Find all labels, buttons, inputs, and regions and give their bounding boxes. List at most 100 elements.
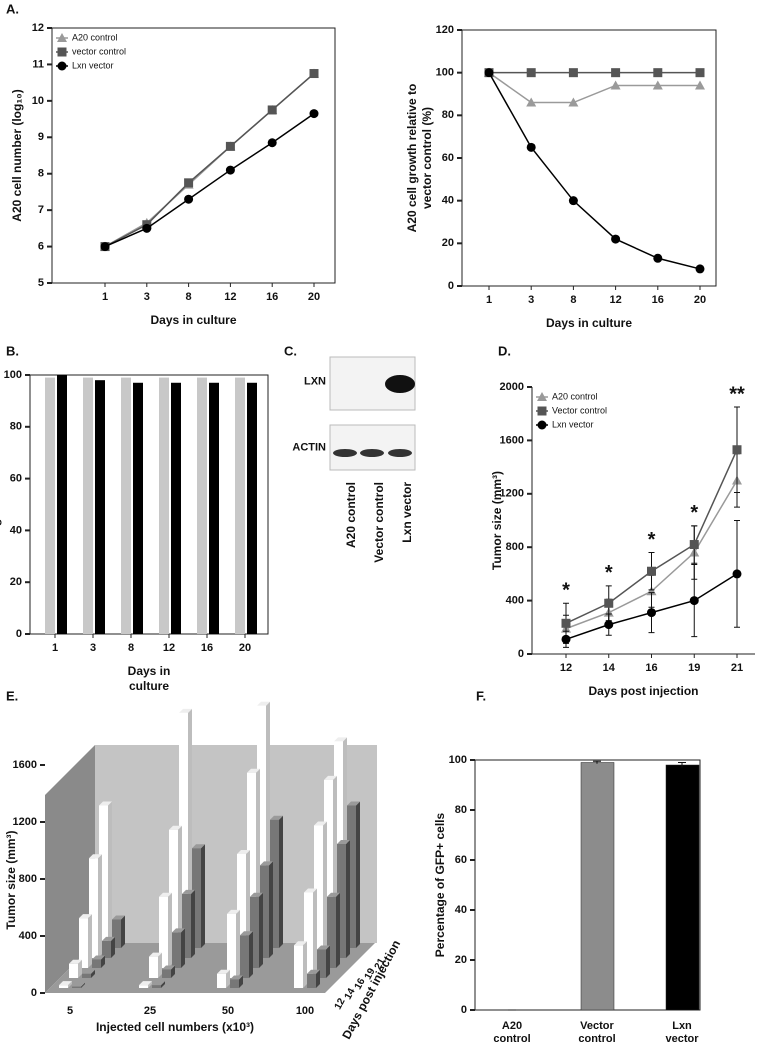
panel-label: C. — [284, 343, 297, 358]
y-axis-label: Percentage of GFP+ cells — [433, 812, 447, 957]
bar-side — [148, 981, 152, 988]
point — [604, 598, 614, 608]
y-tick-label: 2000 — [500, 381, 524, 393]
significance-mark: * — [562, 580, 570, 602]
bar-top — [69, 959, 82, 964]
bar — [82, 969, 95, 978]
blot-row-label: ACTIN — [292, 441, 326, 453]
bar — [327, 892, 340, 968]
bar — [179, 708, 192, 948]
bar — [159, 377, 169, 634]
point — [561, 618, 571, 628]
point — [610, 80, 621, 90]
significance-mark: * — [648, 529, 656, 551]
point — [695, 68, 705, 78]
point — [732, 445, 742, 455]
y-tick-label: 120 — [436, 24, 454, 36]
bar — [192, 844, 205, 948]
x-axis-label: culture — [129, 679, 169, 693]
bar — [83, 377, 93, 634]
bar — [235, 377, 245, 634]
bar-top — [89, 854, 102, 859]
x-tick-label: 20 — [308, 291, 320, 303]
bar-front — [89, 858, 98, 958]
bar-top — [172, 928, 185, 933]
bar-front — [237, 854, 246, 968]
bar-front — [192, 848, 201, 948]
x-tick-label: 19 — [688, 662, 700, 674]
bar-top — [257, 701, 270, 706]
bar — [72, 982, 85, 988]
bar — [197, 377, 207, 634]
error-bar — [678, 762, 686, 768]
x-tick-label: 50 — [222, 1005, 234, 1017]
x-tick-label: 8 — [128, 642, 134, 654]
point — [484, 68, 494, 78]
point — [604, 620, 614, 630]
bar-side — [171, 965, 175, 978]
bar-front — [152, 985, 161, 988]
bar — [171, 382, 181, 634]
y-tick-label: 800 — [19, 873, 37, 885]
blot-band — [388, 449, 412, 457]
series-line — [104, 72, 315, 248]
bar — [133, 382, 143, 634]
y-tick-label: 40 — [10, 524, 22, 536]
legend-label: A20 control — [72, 32, 118, 42]
bar-front — [169, 829, 178, 958]
legend-marker — [537, 392, 547, 401]
x-tick-label: 5 — [67, 1005, 73, 1017]
x-tick-label: 12 — [609, 294, 621, 306]
bar — [45, 377, 55, 634]
y-tick-label: 60 — [442, 152, 454, 164]
bar-front — [102, 940, 111, 958]
panel-label: B. — [6, 343, 19, 358]
legend-label: Lxn vector — [552, 419, 594, 429]
bar-side — [236, 909, 240, 978]
significance-mark: * — [690, 502, 698, 524]
bar-side — [269, 861, 273, 958]
y-axis-label: A20 cell growth relative to — [405, 84, 419, 233]
legend-marker — [57, 33, 67, 42]
bar-top — [260, 861, 273, 866]
bar — [169, 825, 182, 958]
bar-front — [294, 945, 303, 988]
bar-side — [121, 915, 125, 948]
bar-front — [337, 844, 346, 958]
x-tick-label: 16 — [645, 662, 657, 674]
y-tick-label: 40 — [442, 195, 454, 207]
point — [526, 142, 536, 152]
bar-top — [169, 825, 182, 830]
bar-top — [317, 945, 330, 950]
bar-front — [112, 919, 121, 948]
point — [267, 105, 277, 115]
depth-tick-label: 16 — [353, 976, 368, 991]
bar — [102, 936, 115, 958]
bar-front — [72, 986, 81, 988]
x-tick-label: 100 — [296, 1005, 314, 1017]
bar-top — [92, 955, 105, 960]
bar-top — [294, 941, 307, 946]
bar-side — [161, 981, 165, 988]
x-tick-label: 12 — [560, 662, 572, 674]
bar — [152, 981, 165, 988]
y-tick-label: 800 — [506, 541, 524, 553]
x-tick-label: 16 — [266, 291, 278, 303]
bar — [172, 928, 185, 968]
bar-side — [91, 969, 95, 978]
point — [695, 264, 705, 274]
bar — [665, 764, 700, 1011]
bar-side — [191, 889, 195, 958]
depth-tick-label: 19 — [363, 966, 378, 981]
bar-top — [79, 914, 92, 919]
bar-side — [239, 975, 243, 988]
bar-top — [324, 775, 337, 780]
bar-top — [337, 840, 350, 844]
bar-side — [326, 945, 330, 978]
bar — [314, 821, 327, 968]
y-axis-label: Tumor size (mm³) — [490, 471, 504, 570]
legend-label: vector control — [72, 46, 126, 56]
bar — [159, 892, 172, 968]
y-axis-label: Percentage of GFP+ cells — [0, 432, 2, 577]
bar-front — [92, 959, 101, 968]
